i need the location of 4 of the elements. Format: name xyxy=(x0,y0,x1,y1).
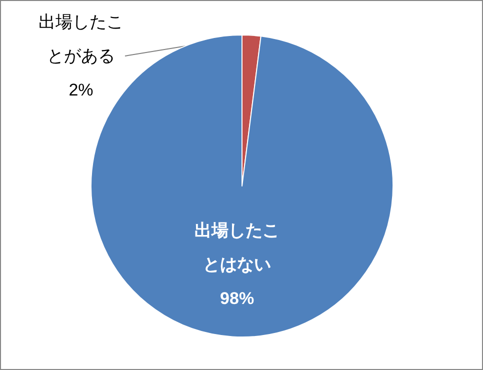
data-label: 98% xyxy=(220,288,254,308)
data-label: 2% xyxy=(68,80,94,100)
slice-label: 出場したことがある xyxy=(38,12,124,66)
slice-label: 出場したことはない xyxy=(194,220,280,274)
